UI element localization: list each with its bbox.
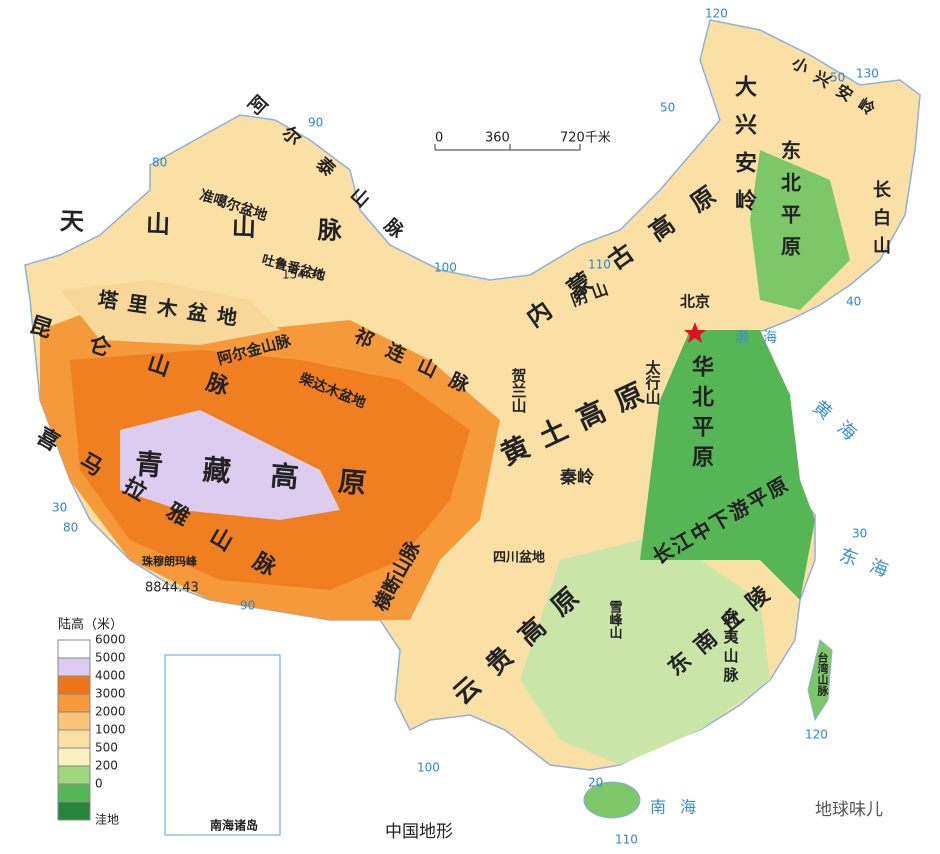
graticule-label: 120 [705,7,728,21]
capital-star [684,322,706,343]
landform-label: 太行山 [644,359,662,406]
legend-label: 2000 [95,705,126,719]
landform-label: 大兴安岭 [731,75,757,227]
legend-swatch [57,729,91,749]
graticule-label: 50 [660,101,675,115]
south-hills [520,540,770,765]
graticule-label: 130 [856,67,879,81]
landform-label: 秦岭 [560,467,594,488]
graticule-label: 80 [152,156,167,170]
legend-swatch [57,657,91,677]
legend-label: 1000 [95,723,126,737]
tarim-basin [60,280,280,345]
graticule-label: 90 [240,599,255,613]
map-title: 中国地形 [385,822,453,842]
sea-label: 渤海 [735,330,791,346]
graticule-label: 30 [852,527,867,541]
landform-label: 台湾山脉 [816,651,830,697]
legend-label: 0 [95,777,103,791]
legend-label: 6000 [95,633,126,647]
graticule-label: 110 [615,833,638,847]
graticule-label: 40 [846,295,861,309]
inset-frame [164,654,281,836]
depression-label: 154.31 [282,268,324,282]
capital-label: 北京 [680,293,710,311]
legend-swatch [57,675,91,695]
graticule-label: 90 [308,116,323,130]
highest-plateau [120,410,340,520]
legend-label: 3000 [95,687,126,701]
graticule-label: 100 [434,261,457,275]
legend-label: 500 [95,741,118,755]
scale-label: 0 [435,131,443,146]
east-plain [640,330,815,600]
landform-label: 雪峰山 [607,599,623,640]
legend-swatch [57,639,91,659]
sea-label: 南海 [650,798,710,817]
graticule-label: 120 [805,728,828,742]
taiwan [807,639,833,722]
graticule-label: 100 [417,761,440,775]
graticule-label: 20 [588,776,603,790]
inset-label: 南海诸岛 [210,818,258,833]
legend-title: 陆高（米） [58,617,123,633]
legend-label: 洼地 [95,813,119,827]
graticule-label: 110 [588,258,611,272]
watermark: 地球味儿 [815,800,883,820]
legend-swatch [57,765,91,785]
graticule-label: 80 [63,521,78,535]
legend-swatch [57,693,91,713]
landform-label: 长白山 [870,180,891,264]
landform-label: 贺兰山 [510,367,528,414]
graticule-label: 50 [830,71,845,85]
legend-swatch [57,801,91,821]
landform-label: 四川盆地 [493,550,545,566]
legend-label: 5000 [95,651,126,665]
landform-label: 东北平原 [778,139,802,268]
hainan [583,781,641,819]
legend-swatch [57,747,91,767]
landform-label: 华北平原 [688,354,714,475]
scale-label: 360 [485,131,510,146]
legend-label: 4000 [95,669,126,683]
peak-label: 珠穆朗玛峰 [142,554,198,568]
legend-swatch [57,783,91,803]
graticule-label: 30 [52,501,67,515]
peak-elevation: 8844.43 [145,581,199,596]
northeast-plain [750,150,850,310]
legend-label: 200 [95,759,118,773]
landform-label: 武夷山脉 [722,609,740,686]
legend-swatch [57,711,91,731]
scale-label: 720千米 [560,131,611,146]
